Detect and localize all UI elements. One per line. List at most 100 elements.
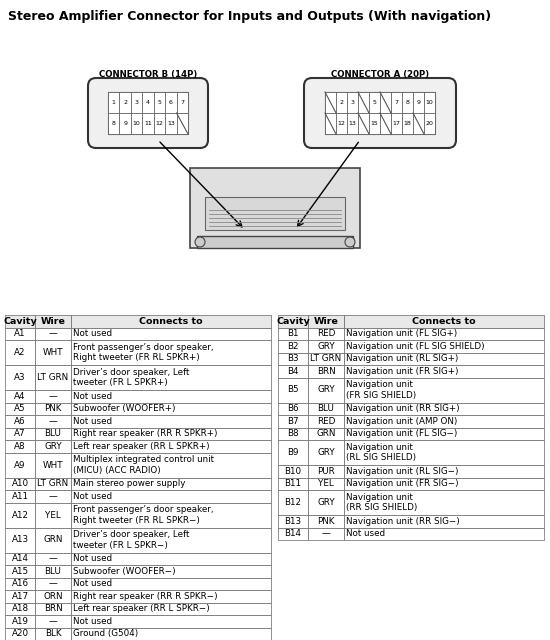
Text: B13: B13 <box>284 516 301 525</box>
Text: —: — <box>48 579 57 588</box>
Text: GRY: GRY <box>317 448 335 457</box>
Bar <box>131 92 142 113</box>
Bar <box>278 428 308 440</box>
Bar <box>278 315 308 328</box>
Bar <box>108 92 188 134</box>
Bar <box>35 602 71 615</box>
Text: —: — <box>48 492 57 500</box>
Text: BRN: BRN <box>43 604 62 613</box>
Text: 13: 13 <box>167 121 175 126</box>
Text: 6: 6 <box>169 100 173 105</box>
Text: —: — <box>48 392 57 401</box>
Text: Stereo Amplifier Connector for Inputs and Outputs (With navigation): Stereo Amplifier Connector for Inputs an… <box>8 10 491 23</box>
Bar <box>278 527 308 540</box>
Bar <box>308 340 344 353</box>
Bar <box>71 452 271 477</box>
Bar <box>402 92 413 113</box>
Text: 8: 8 <box>112 121 116 126</box>
Text: Subwoofer (WOOFER−): Subwoofer (WOOFER−) <box>73 567 175 576</box>
Text: Connects to: Connects to <box>139 317 203 326</box>
Bar <box>119 113 131 134</box>
Text: A2: A2 <box>14 348 26 357</box>
Bar <box>278 353 308 365</box>
Bar <box>325 92 336 113</box>
Text: Main stereo power supply: Main stereo power supply <box>73 479 185 488</box>
Text: 7: 7 <box>394 100 399 105</box>
Bar <box>344 315 544 328</box>
Text: B14: B14 <box>284 529 301 538</box>
Text: 9: 9 <box>123 121 127 126</box>
Text: Navigation unit (RL SIG−): Navigation unit (RL SIG−) <box>346 467 459 476</box>
Text: ORN: ORN <box>43 592 63 601</box>
Bar <box>5 315 35 328</box>
Bar <box>347 92 358 113</box>
Text: A3: A3 <box>14 373 26 382</box>
Bar <box>413 113 424 134</box>
Bar <box>71 527 271 552</box>
Bar <box>35 490 71 502</box>
Text: Cavity: Cavity <box>276 317 310 326</box>
Text: A7: A7 <box>14 429 26 438</box>
Bar <box>35 577 71 590</box>
Bar <box>71 415 271 428</box>
Text: Not used: Not used <box>73 617 112 626</box>
Bar <box>344 477 544 490</box>
Bar <box>278 490 308 515</box>
Text: PUR: PUR <box>317 467 335 476</box>
Bar <box>424 113 435 134</box>
Bar <box>308 315 344 328</box>
Text: 10: 10 <box>133 121 140 126</box>
Bar <box>5 527 35 552</box>
Bar <box>35 565 71 577</box>
Bar <box>35 440 71 452</box>
Bar <box>71 627 271 640</box>
Text: A14: A14 <box>12 554 29 563</box>
Text: A20: A20 <box>12 629 29 638</box>
Text: A13: A13 <box>12 536 29 545</box>
Bar <box>5 590 35 602</box>
Text: PNK: PNK <box>44 404 62 413</box>
Text: 1: 1 <box>112 100 116 105</box>
Text: Not used: Not used <box>73 579 112 588</box>
Bar <box>5 477 35 490</box>
Bar <box>308 403 344 415</box>
Bar <box>402 113 413 134</box>
Bar <box>71 390 271 403</box>
Bar <box>5 390 35 403</box>
Bar <box>369 92 380 113</box>
Bar <box>380 92 391 113</box>
Bar <box>35 390 71 403</box>
Bar <box>71 577 271 590</box>
Bar <box>325 92 435 134</box>
Bar <box>35 552 71 565</box>
Text: B11: B11 <box>284 479 301 488</box>
Bar <box>391 113 402 134</box>
Text: A16: A16 <box>12 579 29 588</box>
Bar <box>5 565 35 577</box>
Bar <box>344 328 544 340</box>
Text: GRY: GRY <box>317 385 335 394</box>
Text: Subwoofer (WOOFER+): Subwoofer (WOOFER+) <box>73 404 175 413</box>
Bar <box>308 353 344 365</box>
Bar <box>71 590 271 602</box>
Bar <box>35 477 71 490</box>
Bar <box>5 490 35 502</box>
Bar <box>5 552 35 565</box>
Bar <box>308 527 344 540</box>
Bar <box>278 515 308 527</box>
Bar <box>71 502 271 527</box>
Text: Not used: Not used <box>73 392 112 401</box>
Text: PNK: PNK <box>317 516 335 525</box>
Bar <box>344 340 544 353</box>
Text: BLU: BLU <box>317 404 334 413</box>
Text: B10: B10 <box>284 467 301 476</box>
Text: Not used: Not used <box>73 417 112 426</box>
Bar <box>308 328 344 340</box>
Bar <box>358 113 369 134</box>
Bar <box>344 378 544 403</box>
Text: RED: RED <box>317 417 335 426</box>
Bar <box>153 92 165 113</box>
Bar <box>278 340 308 353</box>
Bar <box>142 113 153 134</box>
Text: BRN: BRN <box>317 367 336 376</box>
